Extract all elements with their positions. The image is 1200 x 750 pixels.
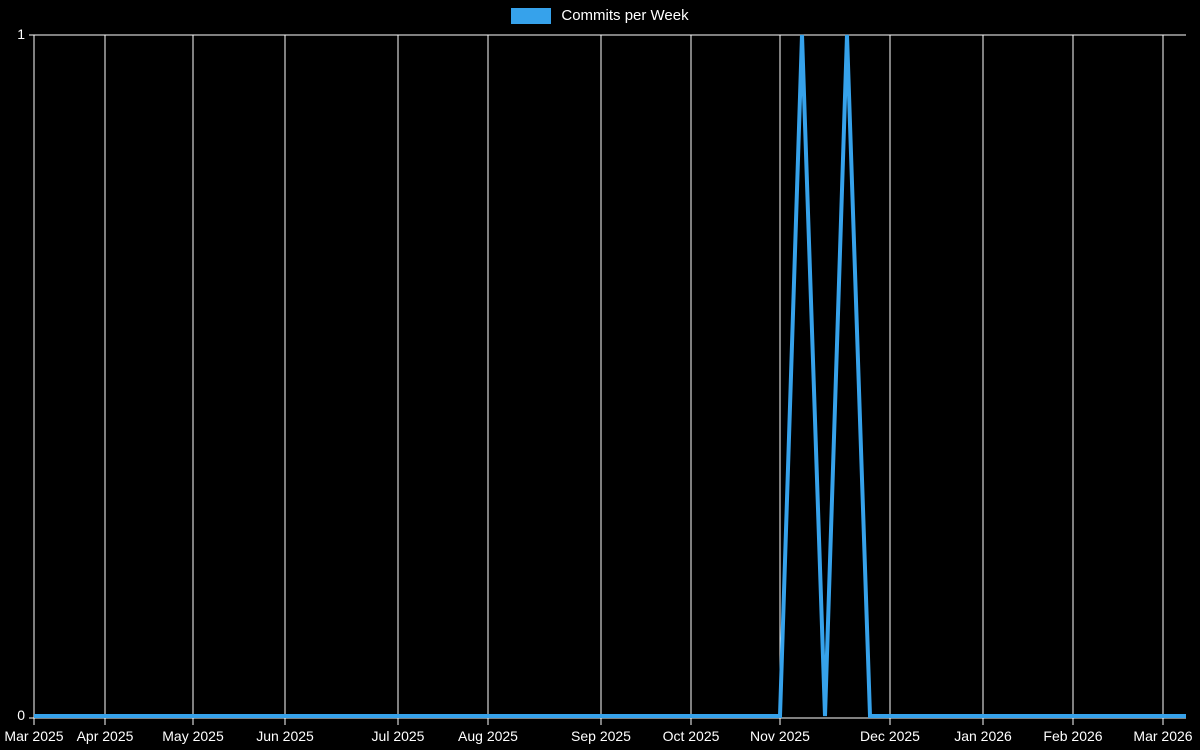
x-tick-label: Sep 2025: [571, 728, 631, 744]
commits-line-series: [34, 34, 1186, 718]
y-tick-label: 1: [17, 26, 25, 42]
x-tick-label: Jul 2025: [371, 728, 425, 744]
x-tick-label: Jun 2025: [256, 728, 314, 744]
legend-label: Commits per Week: [561, 7, 689, 24]
y-tick-label: 0: [17, 707, 25, 723]
x-tick-label: Mar 2026: [1133, 728, 1193, 744]
x-tick-label: Jan 2026: [954, 728, 1012, 744]
x-tick-label: Aug 2025: [458, 728, 518, 744]
legend-swatch: [511, 8, 552, 24]
x-tick-label: May 2025: [162, 728, 224, 744]
x-tick-label: Mar 2025: [4, 728, 64, 744]
x-tick-label: Apr 2025: [76, 728, 134, 744]
x-tick-label: Feb 2026: [1043, 728, 1103, 744]
chart-legend[interactable]: Commits per Week: [0, 7, 1200, 25]
x-tick-label: Dec 2025: [860, 728, 920, 744]
x-tick-label: Oct 2025: [662, 728, 720, 744]
x-tick-label: Nov 2025: [750, 728, 810, 744]
